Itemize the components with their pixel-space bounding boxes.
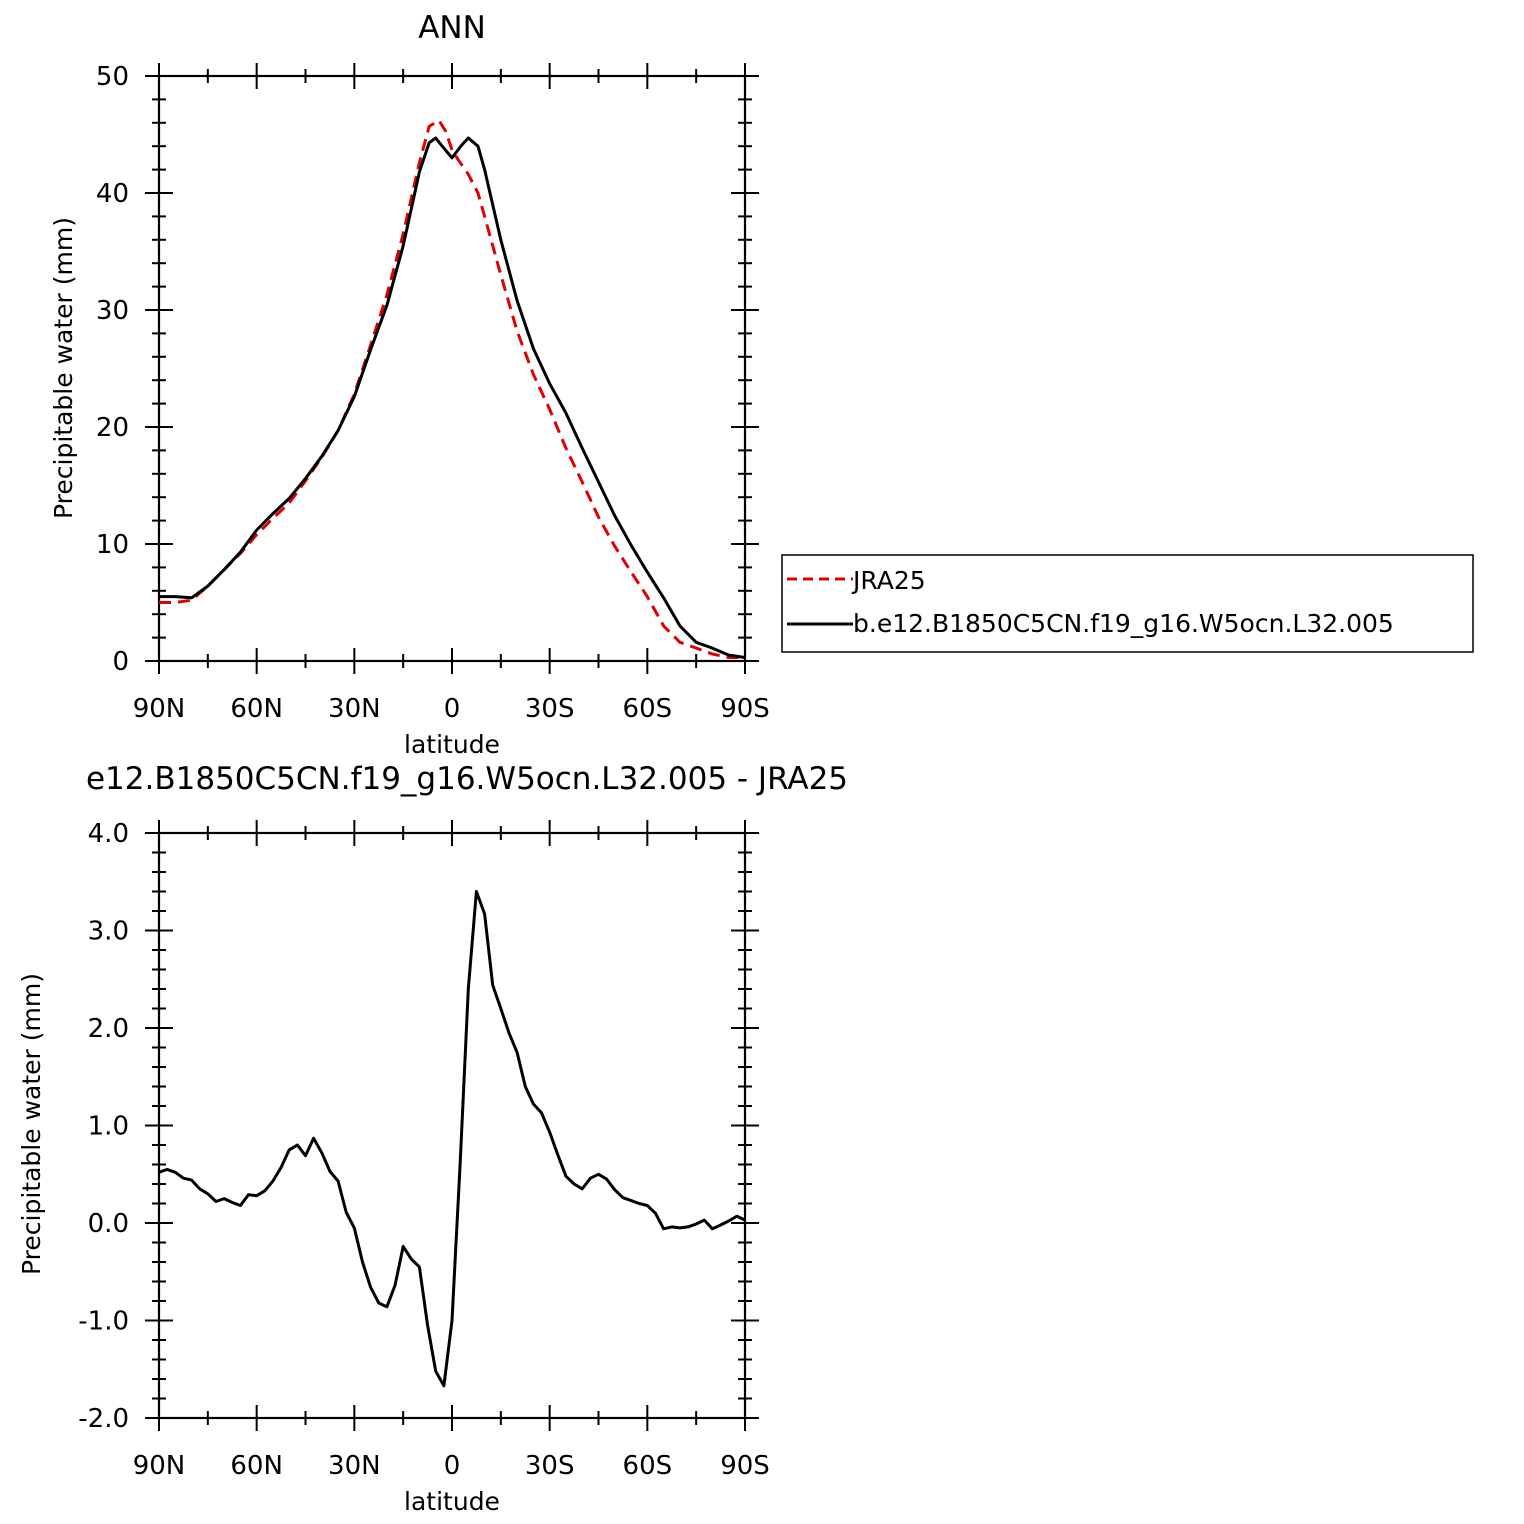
chart-1-y-tick-label: 0.0 (88, 1209, 129, 1239)
top-panel: ANN 90N 60N 30N 0 30S 60S 90S 0 10 20 30 40 50 latit… (49, 10, 1474, 759)
chart-0-x-tick-label: 30N (328, 694, 381, 724)
chart-0-y-tick-label: 0 (112, 647, 129, 677)
chart-0-y-tick-label: 30 (96, 296, 129, 326)
chart-1-y-tick-label: 3.0 (88, 917, 129, 947)
bottom-x-axis-label: latitude (404, 1487, 500, 1516)
chart-0-x-tick-label: 90S (720, 694, 770, 724)
chart-0-frame (157, 74, 747, 663)
bottom-chart-title: e12.B1850C5CN.f19_g16.W5ocn.L32.005 - JR… (86, 761, 848, 797)
top-chart-title: ANN (418, 10, 486, 46)
chart-1-x-tick-label: 30N (328, 1451, 381, 1481)
chart-1-x-tick-label: 60N (230, 1451, 283, 1481)
bottom-panel: e12.B1850C5CN.f19_g16.W5ocn.L32.005 - JR… (17, 761, 848, 1516)
chart-1-x-tick-label: 0 (444, 1451, 461, 1481)
chart-0-x-tick-label: 30S (525, 694, 575, 724)
chart-1-y-tick-label: 2.0 (88, 1014, 129, 1044)
chart-1-x-tick-label: 60S (623, 1451, 673, 1481)
chart-0-y-tick-label: 50 (96, 62, 129, 92)
legend: JRA25 b.e12.B1850C5CN.f19_g16.W5ocn.L32.… (781, 554, 1474, 653)
chart-1-y-tick-label: -2.0 (78, 1404, 129, 1434)
chart-0-x-tick-label: 60N (230, 694, 283, 724)
chart-1-x-tick-label: 90S (720, 1451, 770, 1481)
chart-1-y-tick-label: 1.0 (88, 1112, 129, 1142)
top-plot-area: 90N 60N 30N 0 30S 60S 90S 0 10 20 30 40 50 (96, 62, 770, 724)
chart-0-x-tick-label: 60S (623, 694, 673, 724)
legend-label-jra25: JRA25 (851, 566, 926, 595)
legend-label-model: b.e12.B1850C5CN.f19_g16.W5ocn.L32.005 (853, 609, 1394, 638)
chart-1-y-tick-label: 4.0 (88, 819, 129, 849)
chart-1-x-tick-label: 90N (133, 1451, 186, 1481)
bottom-plot-area: 90N 60N 30N 0 30S 60S 90S -2.0 -1.0 0.0 1.0 2.0 3.0 4… (78, 819, 770, 1481)
top-y-axis-label: Precipitable water (mm) (49, 217, 78, 519)
legend-box (781, 554, 1474, 653)
chart-0-x-tick-label: 90N (133, 694, 186, 724)
chart-0-series-line-0 (159, 119, 745, 659)
chart-0-y-tick-label: 20 (96, 413, 129, 443)
chart-0-y-tick-label: 10 (96, 530, 129, 560)
chart-1-x-tick-label: 30S (525, 1451, 575, 1481)
chart-0-series-line-1 (159, 136, 746, 659)
chart-0-x-tick-label: 0 (444, 694, 461, 724)
bottom-y-axis-label: Precipitable water (mm) (17, 973, 46, 1275)
chart-1-series-line-0 (158, 890, 746, 1388)
chart-1-y-tick-label: -1.0 (78, 1307, 129, 1337)
top-x-axis-label: latitude (404, 730, 500, 759)
chart-0-y-tick-label: 40 (96, 179, 129, 209)
